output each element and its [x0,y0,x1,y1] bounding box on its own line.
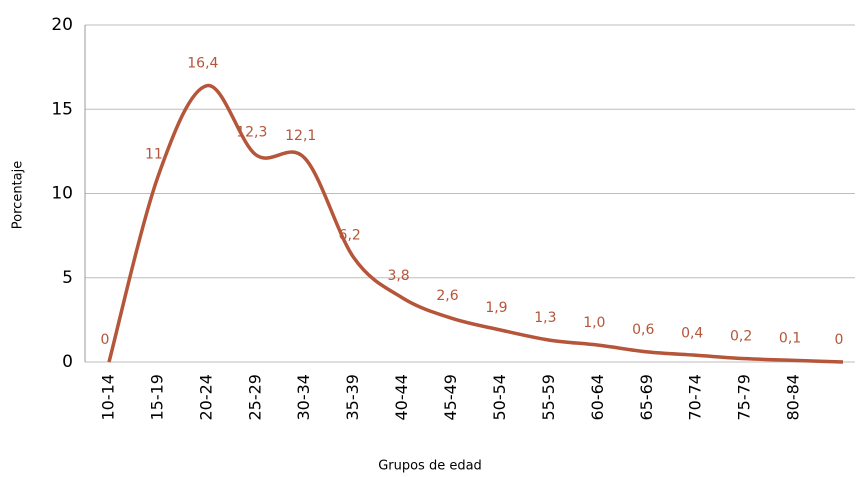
data-label: 0 [835,332,844,348]
y-tick-label: 15 [51,99,73,119]
data-label: 0,6 [632,322,654,338]
data-label: 12,1 [285,128,316,144]
x-tick-label: 35-39 [343,374,362,421]
y-axis-title: Porcentaje [11,161,26,229]
x-tick-label: 10-14 [99,374,118,421]
data-label: 0,2 [730,329,752,345]
y-tick-label: 10 [51,184,73,204]
x-tick-label: 65-69 [637,374,656,421]
data-label: 16,4 [187,56,218,72]
data-label: 0,4 [681,325,703,341]
data-label: 12,3 [236,125,267,141]
y-tick-label: 5 [62,268,73,288]
line [107,83,844,364]
x-tick-label: 40-44 [392,374,411,421]
x-axis-title: Grupos de edad [378,459,482,474]
x-tick-label: 45-49 [441,374,460,421]
x-tick-label: 75-79 [735,374,754,421]
data-label: 6,2 [339,228,361,244]
data-label: 2,6 [436,288,458,304]
data-label: 11 [145,147,163,163]
x-tick-label: 80-84 [784,374,803,421]
x-tick-label: 60-64 [588,374,607,421]
y-tick-label: 0 [62,352,73,372]
y-tick-label: 20 [51,15,73,35]
x-tick-label: 70-74 [686,374,705,421]
data-label: 0 [101,332,110,348]
x-tick-label: 25-29 [245,374,264,421]
x-tick-label: 50-54 [490,374,509,421]
data-label: 1,9 [485,300,507,316]
x-tick-label: 30-34 [294,374,313,421]
data-label: 1,3 [534,310,556,326]
x-tick-label: 55-59 [539,374,558,421]
x-tick-label: 15-19 [147,374,166,421]
data-label: 0,1 [779,330,801,346]
data-label: 3,8 [387,268,409,284]
data-label: 1,0 [583,315,605,331]
x-tick-label: 20-24 [196,374,215,421]
